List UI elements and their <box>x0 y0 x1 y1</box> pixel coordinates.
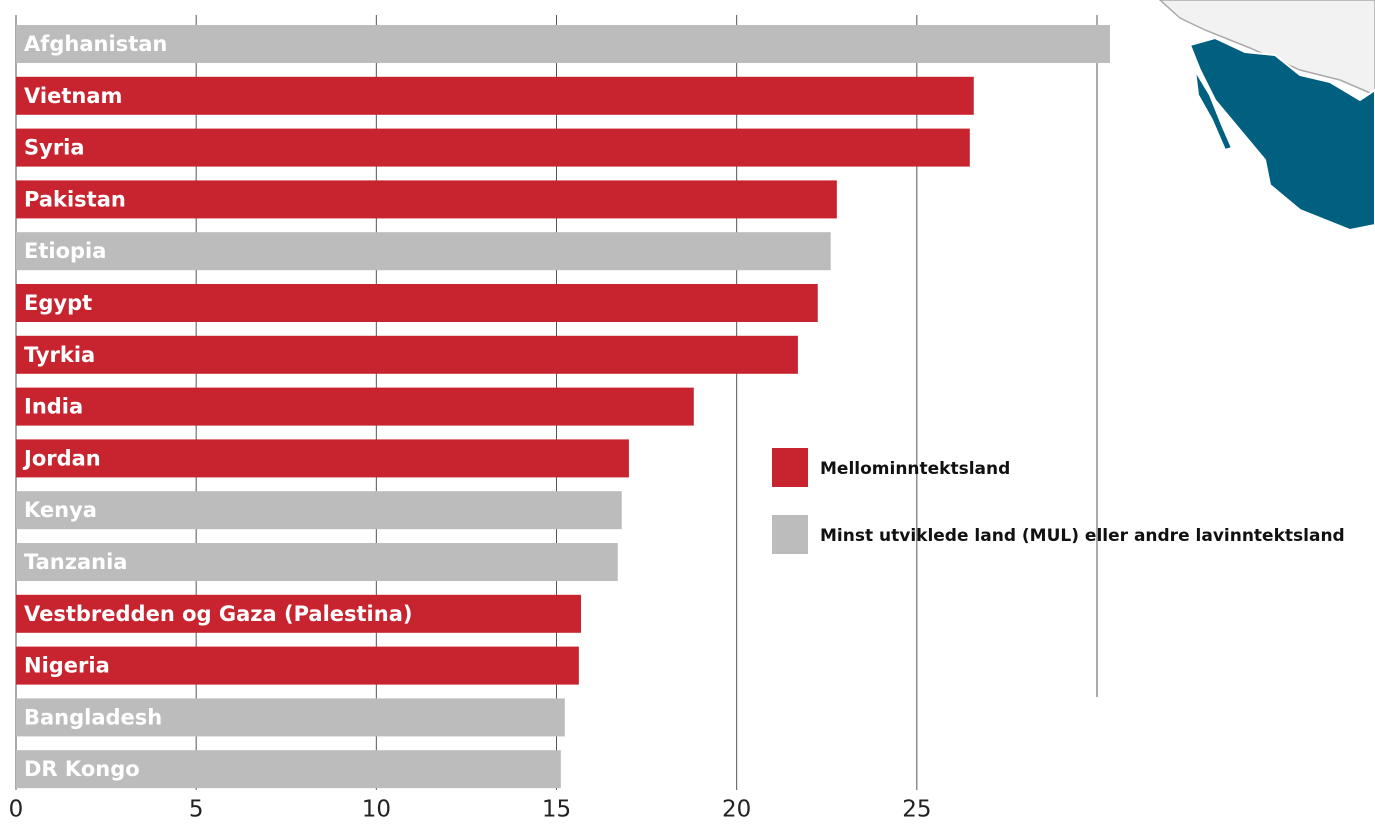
bar <box>16 25 1110 63</box>
bar-label: India <box>24 395 83 419</box>
x-tick-label: 25 <box>902 797 931 823</box>
legend-swatch <box>772 515 808 554</box>
bar <box>16 543 618 581</box>
bar-label: Vestbredden og Gaza (Palestina) <box>24 602 412 626</box>
bar <box>16 698 565 737</box>
bar <box>16 335 798 374</box>
legend-label: Minst utviklede land (MUL) eller andre l… <box>820 526 1345 546</box>
x-tick-label: 20 <box>722 797 751 823</box>
bar <box>16 232 831 271</box>
bar <box>16 128 970 167</box>
bar <box>16 750 561 789</box>
bar-label: Nigeria <box>24 654 110 678</box>
x-tick-label: 5 <box>189 797 204 823</box>
bar <box>16 491 622 530</box>
bar-label: Syria <box>24 136 85 160</box>
bar-label: DR Kongo <box>24 757 140 781</box>
bar-label: Jordan <box>22 446 101 470</box>
bar-label: Pakistan <box>24 187 126 211</box>
map-decoration <box>1158 0 1375 232</box>
bar-label: Tyrkia <box>24 343 95 367</box>
bar <box>16 387 694 426</box>
x-tick-label: 0 <box>9 797 24 823</box>
bar <box>16 646 579 685</box>
bar-label: Kenya <box>24 498 97 522</box>
x-tick-label: 15 <box>542 797 571 823</box>
bar-label: Etiopia <box>24 239 106 263</box>
bar <box>16 180 837 219</box>
x-tick-label: 10 <box>362 797 391 823</box>
bar-label: Vietnam <box>24 84 122 108</box>
bar-label: Egypt <box>24 291 92 315</box>
legend-label: Mellominntektsland <box>820 459 1010 479</box>
bar-label: Bangladesh <box>24 705 162 729</box>
bar <box>16 594 582 633</box>
bar <box>16 439 629 478</box>
bar-label: Tanzania <box>24 550 127 574</box>
bar <box>16 76 974 115</box>
legend-swatch <box>772 448 808 487</box>
bar <box>16 284 818 322</box>
bar-label: Afghanistan <box>24 32 167 56</box>
